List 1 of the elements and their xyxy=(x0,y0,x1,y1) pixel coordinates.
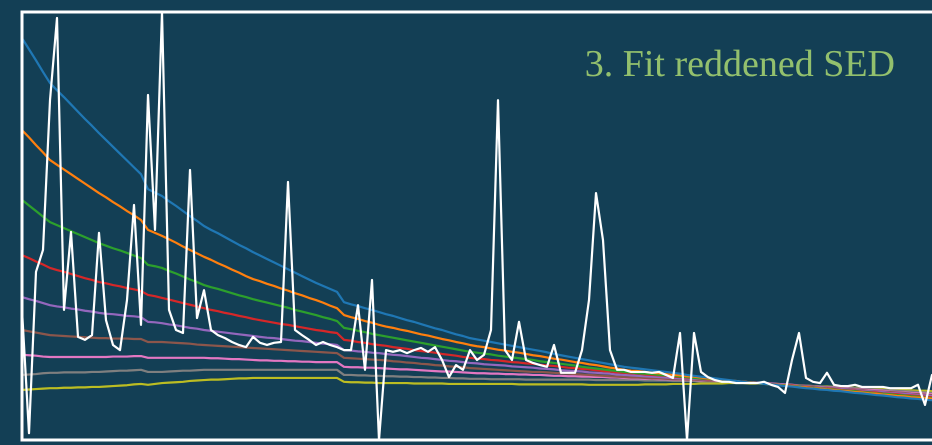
text: 3. Fit reddened SED xyxy=(584,43,895,85)
